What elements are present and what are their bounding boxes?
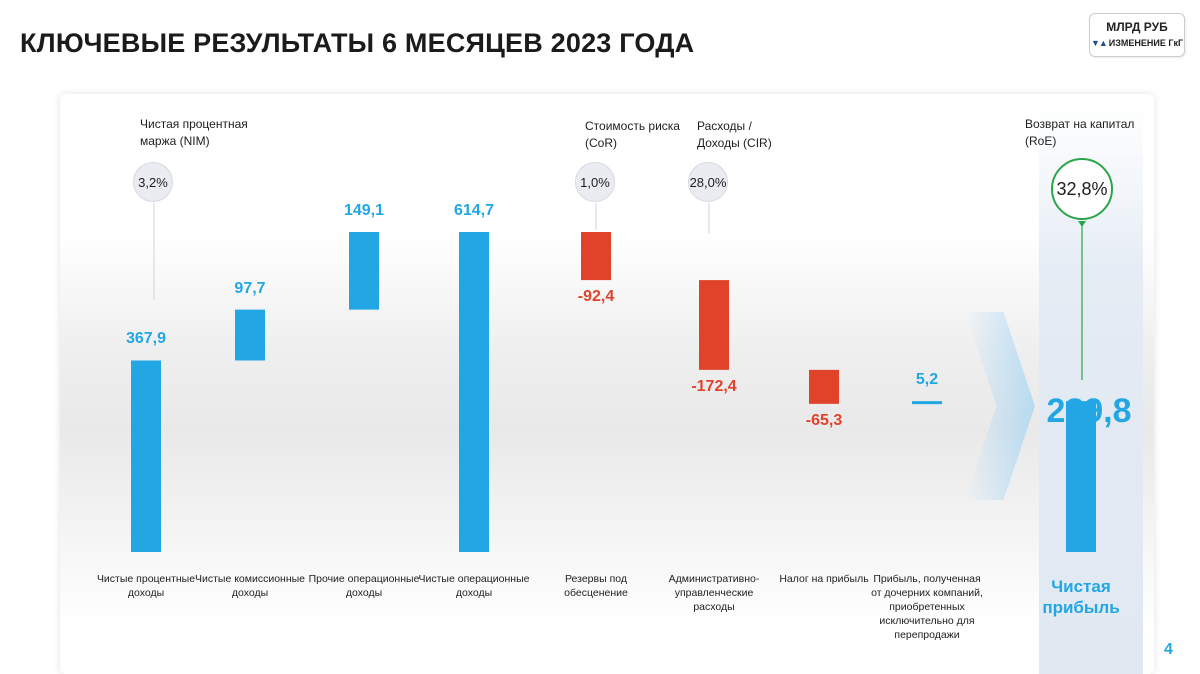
kpi-cor-label: Стоимость риска (CoR) <box>585 119 680 150</box>
bar-value-label: 289,8 <box>1046 392 1132 430</box>
bar-value-label: 149,1 <box>343 202 385 219</box>
units-label: МЛРД РУБ <box>1106 20 1168 34</box>
category-label: Прибыль, полученная от дочерних компаний… <box>871 573 983 641</box>
bar-value-label: 614,7 <box>453 202 495 219</box>
bar-value-label: 5,2 <box>915 371 939 389</box>
kpi-cir-label: Расходы / Доходы (CIR) <box>697 119 772 150</box>
kpi-nim-label: Чистая процентная маржа (NIM) <box>140 117 248 148</box>
bar-value-label: -65,3 <box>805 411 843 429</box>
roe-pointer-icon <box>1078 221 1086 227</box>
chart-bar <box>699 280 729 370</box>
chart-bar <box>809 369 839 404</box>
category-label: Чистая прибыль <box>1042 577 1120 617</box>
kpi-cir-value: 28,0% <box>688 162 728 202</box>
kpi-nim-value: 3,2% <box>133 162 173 202</box>
kpi-roe-value: 32,8% <box>1051 158 1113 220</box>
chart-bar <box>912 401 942 405</box>
units-legend: МЛРД РУБ ▼▲ ИЗМЕНЕНИЕ ГкГ <box>1089 13 1185 57</box>
chart-bar <box>235 309 265 361</box>
change-arrows-icon: ▼▲ <box>1090 38 1108 48</box>
chart-bar <box>581 232 611 281</box>
bar-value-label: -172,4 <box>691 377 737 395</box>
chart-bar <box>1066 401 1096 552</box>
kpi-cor-value: 1,0% <box>575 162 615 202</box>
category-label: Чистые процентные доходы <box>96 573 196 599</box>
change-label: ИЗМЕНЕНИЕ ГкГ <box>1108 38 1184 48</box>
chart-bar <box>131 360 161 552</box>
bar-value-label: 97,7 <box>234 279 266 297</box>
kpi-roe-label: Возврат на капитал (RoE) <box>1025 117 1135 148</box>
category-label: Чистые комиссионные доходы <box>194 573 306 599</box>
bar-value-label: -92,4 <box>577 288 615 306</box>
page-title: КЛЮЧЕВЫЕ РЕЗУЛЬТАТЫ 6 МЕСЯЦЕВ 2023 ГОДА <box>20 28 695 58</box>
category-label: Административно-управленческие расходы <box>668 573 760 613</box>
chart-bar <box>349 232 379 310</box>
category-label: Резервы под обесценение <box>564 573 628 599</box>
page-number: 4 <box>1164 641 1173 658</box>
category-label: Налог на прибыль <box>779 573 869 585</box>
change-legend: ▼▲ ИЗМЕНЕНИЕ ГкГ <box>1090 38 1184 48</box>
category-label: Прочие операционные доходы <box>308 573 420 599</box>
bar-value-label: 367,9 <box>125 330 167 348</box>
chart-bar <box>459 232 489 552</box>
category-label: Чистые операционные доходы <box>418 573 530 599</box>
